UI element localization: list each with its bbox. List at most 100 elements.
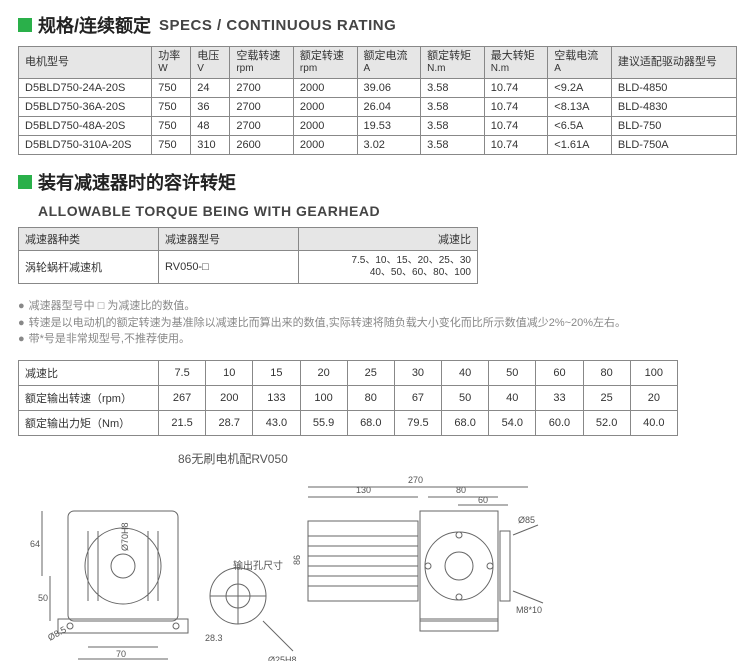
table-cell: 10.74 xyxy=(484,117,548,136)
table-cell: 750 xyxy=(152,136,191,155)
table-cell: 2000 xyxy=(293,117,357,136)
gear-col-model: 减速器型号 xyxy=(159,228,299,251)
table-cell: BLD-750 xyxy=(611,117,736,136)
gear-col-type: 减速器种类 xyxy=(19,228,159,251)
svg-text:86: 86 xyxy=(292,555,302,565)
table-cell: 52.0 xyxy=(583,410,630,435)
gear-col-ratio: 减速比 xyxy=(299,228,478,251)
gearhead-type-table: 减速器种类 减速器型号 减速比 涡轮蜗杆减速机 RV050-□ 7.5、10、1… xyxy=(18,227,478,284)
svg-text:130: 130 xyxy=(356,485,371,495)
gear-type: 涡轮蜗杆减速机 xyxy=(19,251,159,284)
gear-ratios: 7.5、10、15、20、25、30 40、50、60、80、100 xyxy=(299,251,478,284)
svg-text:Ø8.5: Ø8.5 xyxy=(46,624,68,642)
table-cell: 24 xyxy=(191,79,230,98)
specs-col-header: 电机型号 xyxy=(19,47,152,79)
accent-square-icon xyxy=(18,18,32,32)
table-cell: 2700 xyxy=(230,117,294,136)
table-cell: 30 xyxy=(394,360,441,385)
diagram-title: 86无刷电机配RV050 xyxy=(178,450,718,467)
table-cell: 减速比 xyxy=(19,360,159,385)
table-cell: <1.61A xyxy=(548,136,612,155)
accent-square-icon xyxy=(18,175,32,189)
gear-model: RV050-□ xyxy=(159,251,299,284)
table-cell: 55.9 xyxy=(300,410,347,435)
specs-col-header: 额定电流A xyxy=(357,47,421,79)
diagram-svg: 64 50 70 85 Ø8.5 Ø70H8 28.3 Ø25H8 输出孔尺寸 xyxy=(18,471,718,661)
svg-text:28.3: 28.3 xyxy=(205,633,223,643)
table-cell: 60 xyxy=(536,360,583,385)
table-cell: 2000 xyxy=(293,79,357,98)
table-row: D5BLD750-310A-20S750310260020003.023.581… xyxy=(19,136,737,155)
table-cell: 80 xyxy=(347,385,394,410)
table-cell: 100 xyxy=(630,360,677,385)
table-cell: 2000 xyxy=(293,136,357,155)
note-text: 减速器型号中 □ 为减速比的数值。 xyxy=(29,298,196,315)
gearhead-title-en: ALLOWABLE TORQUE BEING WITH GEARHEAD xyxy=(38,203,737,219)
note-text: 带*号是非常规型号,不推荐使用。 xyxy=(29,331,190,348)
table-cell: 3.58 xyxy=(421,98,485,117)
table-cell: 750 xyxy=(152,98,191,117)
table-cell: 19.53 xyxy=(357,117,421,136)
table-row: D5BLD750-48A-20S750482700200019.533.5810… xyxy=(19,117,737,136)
specs-table: 电机型号功率W电压V空载转速rpm额定转速rpm额定电流A额定转矩N.m最大转矩… xyxy=(18,46,737,155)
specs-col-header: 额定转矩N.m xyxy=(421,47,485,79)
table-cell: BLD-4830 xyxy=(611,98,736,117)
table-cell: 50 xyxy=(442,385,489,410)
table-cell: 43.0 xyxy=(253,410,300,435)
table-cell: D5BLD750-36A-20S xyxy=(19,98,152,117)
table-cell: 3.58 xyxy=(421,79,485,98)
table-cell: 67 xyxy=(394,385,441,410)
table-row: 减速比7.5101520253040506080100 xyxy=(19,360,678,385)
svg-text:270: 270 xyxy=(408,475,423,485)
table-cell: 20 xyxy=(630,385,677,410)
mechanical-diagram: 86无刷电机配RV050 64 50 70 85 Ø8.5 xyxy=(18,450,718,650)
svg-text:M8*10: M8*10 xyxy=(516,605,542,615)
specs-header: 规格/连续额定 SPECS / CONTINUOUS RATING xyxy=(18,12,737,38)
table-cell: 39.06 xyxy=(357,79,421,98)
svg-text:Ø25H8: Ø25H8 xyxy=(268,655,297,661)
table-cell: 79.5 xyxy=(394,410,441,435)
gearhead-header: 装有减速器时的容许转矩 xyxy=(18,169,737,195)
specs-col-header: 额定转速rpm xyxy=(293,47,357,79)
table-cell: 28.7 xyxy=(206,410,253,435)
table-cell: 10.74 xyxy=(484,136,548,155)
table-cell: 3.02 xyxy=(357,136,421,155)
table-cell: 10 xyxy=(206,360,253,385)
table-cell: 20 xyxy=(300,360,347,385)
table-cell: 48 xyxy=(191,117,230,136)
table-cell: 200 xyxy=(206,385,253,410)
table-cell: 2600 xyxy=(230,136,294,155)
svg-text:80: 80 xyxy=(456,485,466,495)
table-cell: 25 xyxy=(347,360,394,385)
table-cell: 68.0 xyxy=(442,410,489,435)
table-cell: 80 xyxy=(583,360,630,385)
specs-col-header: 电压V xyxy=(191,47,230,79)
table-cell: 40 xyxy=(442,360,489,385)
table-row: 额定输出力矩（Nm）21.528.743.055.968.079.568.054… xyxy=(19,410,678,435)
svg-text:Ø70H8: Ø70H8 xyxy=(120,522,130,551)
table-cell: 40 xyxy=(489,385,536,410)
table-cell: 3.58 xyxy=(421,117,485,136)
table-cell: 3.58 xyxy=(421,136,485,155)
table-cell: 2700 xyxy=(230,98,294,117)
table-row: D5BLD750-36A-20S750362700200026.043.5810… xyxy=(19,98,737,117)
specs-col-header: 空载电流A xyxy=(548,47,612,79)
table-cell: 54.0 xyxy=(489,410,536,435)
torque-table: 减速比7.5101520253040506080100额定输出转速（rpm）26… xyxy=(18,360,678,436)
table-cell: 40.0 xyxy=(630,410,677,435)
table-row: 额定输出转速（rpm）26720013310080675040332520 xyxy=(19,385,678,410)
table-cell: 7.5 xyxy=(159,360,206,385)
table-cell: 267 xyxy=(159,385,206,410)
note-text: 转速是以电动机的额定转速为基准除以减速比而算出来的数值,实际转速将随负载大小变化… xyxy=(29,315,626,332)
table-cell: BLD-4850 xyxy=(611,79,736,98)
table-cell: 2000 xyxy=(293,98,357,117)
table-cell: 133 xyxy=(253,385,300,410)
svg-text:50: 50 xyxy=(38,593,48,603)
table-cell: 10.74 xyxy=(484,79,548,98)
table-cell: 68.0 xyxy=(347,410,394,435)
table-cell: D5BLD750-24A-20S xyxy=(19,79,152,98)
specs-col-header: 空载转速rpm xyxy=(230,47,294,79)
table-cell: 2700 xyxy=(230,79,294,98)
table-cell: 60.0 xyxy=(536,410,583,435)
table-cell: 15 xyxy=(253,360,300,385)
